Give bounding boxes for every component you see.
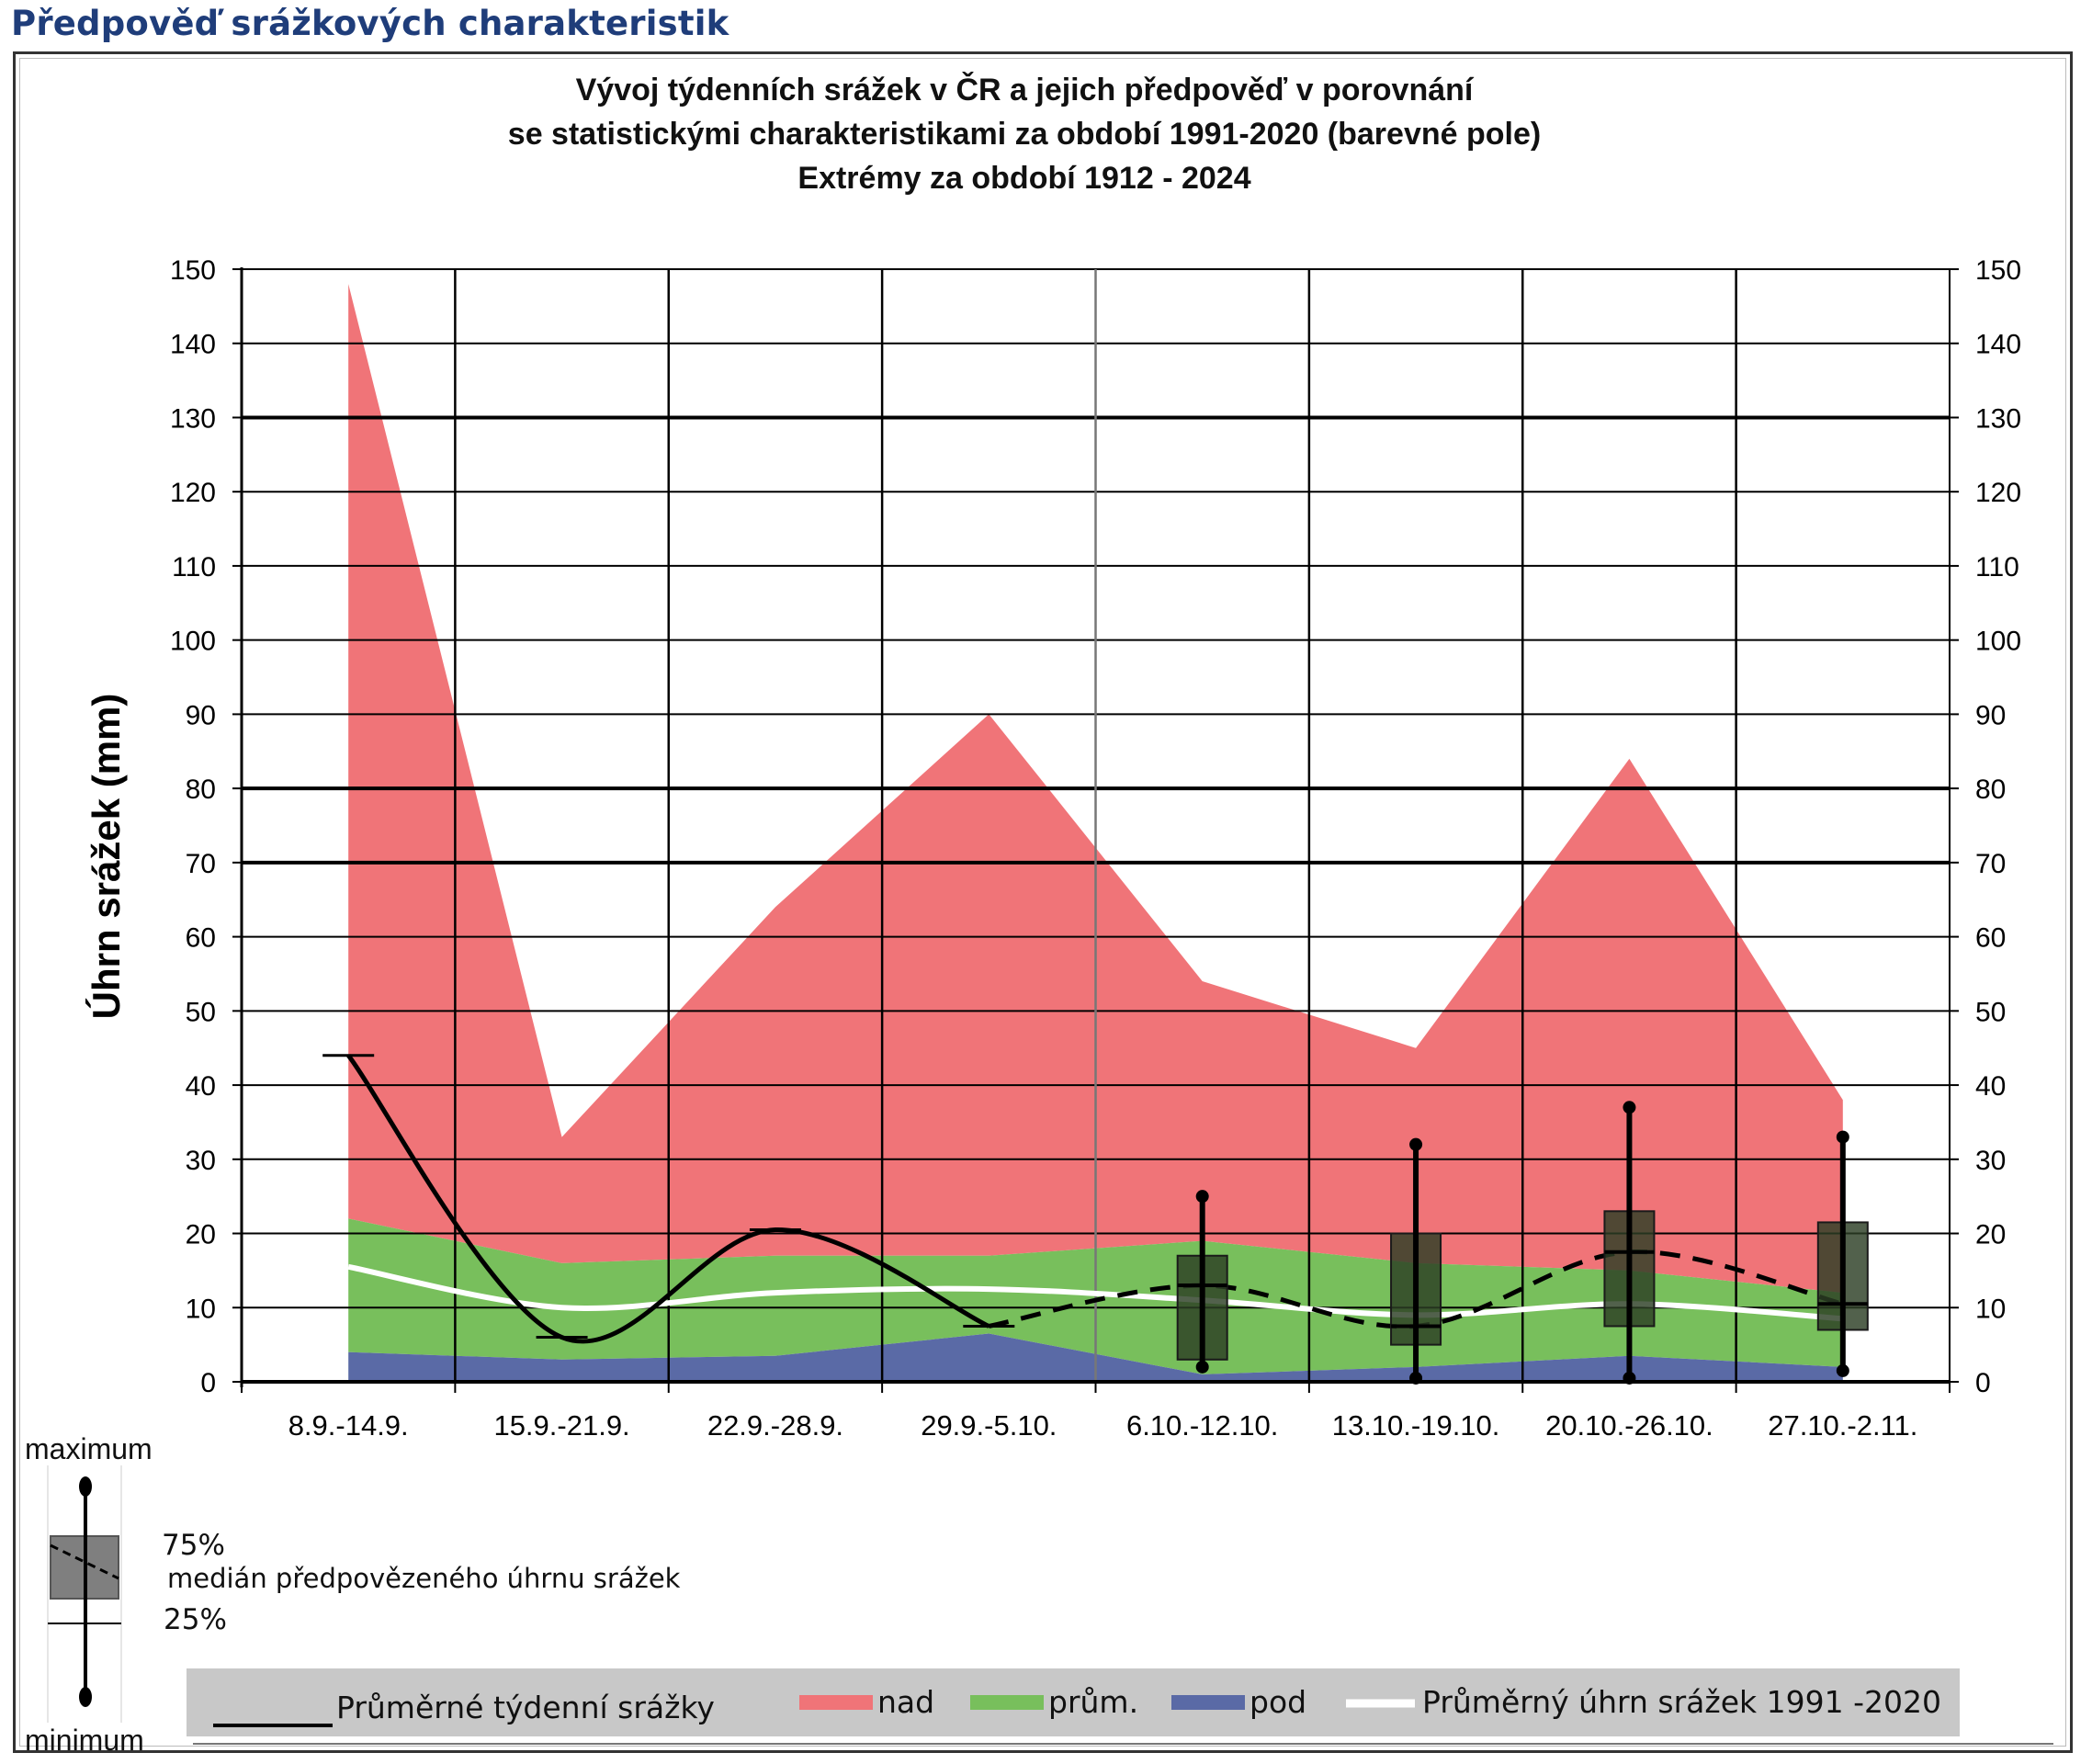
forecast-max-dot [1623,1101,1636,1114]
y-tick-label-right: 10 [1975,1294,2006,1324]
forecast-boxes [1176,1101,1869,1385]
legend-min-dot [79,1687,92,1707]
legend-maximum-label: maximum [25,1432,153,1465]
y-tick-label-right: 110 [1975,552,2019,582]
x-tick-label: 15.9.-21.9. [493,1409,629,1442]
axis-labels: 0 0 10 10 20 20 30 30 40 40 50 50 60 60 70 70 80 80 90 90 10… [170,255,2021,1442]
y-tick-label-right: 130 [1975,403,2021,434]
y-tick-label-left: 150 [170,255,216,286]
forecast-max-dot [1836,1130,1849,1144]
axes [232,267,1959,1393]
y-tick-label-left: 20 [186,1220,216,1250]
chart-title-line-1: Vývoj týdenních srážek v ČR a jejich pře… [575,73,1474,107]
y-tick-label-left: 80 [186,775,216,805]
y-tick-label-left: 130 [170,403,216,434]
y-tick-label-right: 150 [1975,255,2021,286]
y-tick-label-left: 90 [186,700,216,730]
series-legend: Průměrné týdenní srážky nad prům. pod Pr… [187,1668,2053,1745]
x-tick-label: 27.10.-2.11. [1768,1409,1917,1442]
legend-nad-label: nad [877,1684,934,1720]
y-tick-label-right: 40 [1975,1071,2006,1102]
chart-title-line-2: se statistickými charakteristikami za ob… [507,117,1542,152]
chart-title-line-3: Extrémy za období 1912 - 2024 [797,161,1251,196]
x-tick-label: 20.10.-26.10. [1545,1409,1713,1442]
y-tick-label-left: 10 [186,1294,216,1324]
y-tick-label-left: 0 [200,1368,216,1398]
legend-nad-swatch [799,1695,873,1710]
y-tick-label-left: 30 [186,1146,216,1176]
y-tick-label-right: 140 [1975,330,2021,360]
legend-median-dash [50,1544,119,1580]
forecast-max-dot [1195,1190,1209,1204]
area-nad [348,284,1843,1294]
legend-max-dot [79,1476,92,1497]
y-tick-label-right: 80 [1975,775,2006,805]
average-line-group [347,1263,1844,1322]
x-tick-label: 13.10.-19.10. [1332,1409,1500,1442]
y-tick-label-left: 110 [172,552,216,582]
page-title: Předpověď srážkových charakteristik [11,4,729,43]
chart-frame [13,51,2073,1753]
y-tick-label-right: 60 [1975,923,2006,954]
x-tick-label: 22.9.-28.9. [707,1409,843,1442]
y-tick-label-right: 100 [1975,627,2021,657]
actual-weekly-line [346,1054,990,1344]
legend-pod-swatch [1171,1695,1245,1710]
y-tick-label-right: 30 [1975,1146,2006,1176]
forecast-min-dot [1195,1360,1209,1374]
y-tick-label-left: 120 [170,478,216,508]
y-axis-label: Úhrn srážek (mm) [84,694,128,1020]
legend-q75-label: 75% [162,1529,225,1562]
x-tick-label: 6.10.-12.10. [1126,1409,1278,1442]
legend-minimum-label: minimum [25,1724,144,1757]
y-tick-label-left: 100 [170,627,216,657]
legend-actual-label: Průměrné týdenní srážky [336,1690,715,1725]
legend-prum-label: prům. [1048,1684,1138,1720]
y-tick-label-right: 90 [1975,700,2006,730]
box-legend: maximum 75% medián předpovězeného úhrnu … [25,1432,681,1757]
y-tick-label-left: 70 [186,849,216,879]
y-tick-label-left: 50 [186,997,216,1027]
y-tick-label-right: 50 [1975,997,2006,1027]
x-tick-label: 8.9.-14.9. [288,1409,409,1442]
grid-lines [242,268,1951,1382]
legend-pod-label: pod [1250,1684,1306,1720]
chart-title: Vývoj týdenních srážek v ČR a jejich pře… [303,68,1746,200]
x-tick-label: 29.9.-5.10. [921,1409,1057,1442]
y-tick-label-right: 0 [1975,1368,1991,1398]
legend-avg-label: Průměrný úhrn srážek 1991 -2020 [1422,1684,1941,1720]
legend-median-label: medián předpovězeného úhrnu srážek [167,1563,681,1594]
y-tick-label-left: 60 [186,923,216,954]
forecast-min-dot [1836,1363,1849,1377]
y-tick-label-right: 120 [1975,478,2021,508]
legend-background [187,1668,1960,1736]
y-tick-label-left: 140 [170,330,216,360]
y-tick-label-left: 40 [186,1071,216,1102]
forecast-max-dot [1409,1137,1423,1151]
y-tick-label-right: 70 [1975,849,2006,879]
y-tick-label-right: 20 [1975,1220,2006,1250]
average-1991-2020-line [347,1263,1844,1322]
legend-prum-swatch [970,1695,1044,1710]
legend-q25-label: 25% [164,1603,227,1636]
